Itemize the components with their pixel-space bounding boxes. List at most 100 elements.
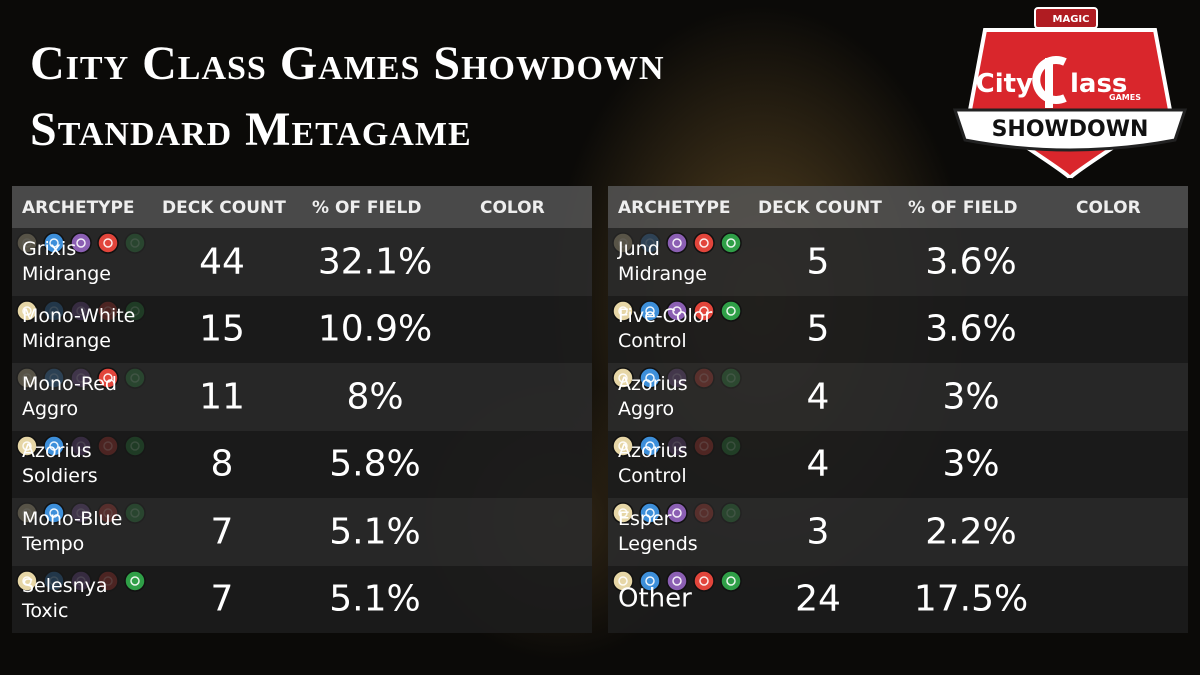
mana-pip — [124, 299, 146, 322]
mana-pip — [16, 367, 38, 389]
table: ARCHETYPE DECK COUNT % OF FIELD COLOR Jund Mi… — [608, 186, 1188, 633]
table-row: Grixis Midrange 44 32.1% — [12, 228, 592, 296]
mana-pip — [16, 569, 38, 592]
field-share: 32.1% — [317, 241, 433, 283]
mana-pip — [639, 367, 661, 389]
mana-pip-symbol — [49, 575, 59, 586]
table-header: ARCHETYPE DECK COUNT % OF FIELD COLOR — [608, 186, 1188, 228]
mana-pip-symbol — [699, 373, 709, 383]
mana-pip-symbol — [130, 575, 140, 586]
column-header: % OF FIELD — [312, 198, 422, 218]
archetype: Azorius Aggro — [618, 372, 688, 422]
mana-pip-symbol — [76, 305, 86, 316]
mana-pip-symbol — [76, 440, 86, 451]
deck-count: 5 — [806, 241, 830, 283]
mana-pip-symbol — [672, 238, 682, 248]
logo-text: GAMES — [1109, 93, 1141, 102]
mana-pip — [693, 299, 715, 322]
mana-pip-symbol — [645, 440, 655, 451]
mana-pip-symbol — [699, 508, 709, 518]
mana-pip — [43, 232, 65, 254]
mana-pip-symbol — [22, 508, 32, 518]
mana-pip-symbol — [103, 373, 113, 383]
archetype-line: Aggro — [22, 397, 79, 420]
mana-pip-symbol — [130, 508, 140, 518]
archetype-line: Azorius — [22, 440, 92, 463]
mana-pip — [720, 434, 742, 457]
mana-pip-symbol — [672, 305, 682, 316]
archetype-line: Aggro — [618, 397, 675, 420]
mana-pip — [720, 299, 742, 322]
mana-pip — [666, 367, 688, 389]
mana-pip — [612, 299, 634, 322]
archetype: Azorius Control — [618, 439, 688, 489]
mana-pip — [70, 232, 92, 254]
mana-pip-symbol — [699, 575, 709, 586]
mana-pip — [97, 434, 119, 457]
mana-pip — [639, 434, 661, 457]
mana-pip-symbol — [76, 508, 86, 518]
table-row: Mono-White Midrange 15 10.9% — [12, 295, 592, 363]
mana-pip-symbol — [726, 305, 736, 316]
mana-pip — [70, 299, 92, 322]
mana-pip — [612, 502, 634, 524]
mana-pip-symbol — [618, 575, 628, 586]
mana-pip-symbol — [103, 238, 113, 248]
mana-pip-symbol — [726, 440, 736, 451]
color-pips — [612, 502, 742, 524]
mana-pip-symbol — [618, 305, 628, 316]
archetype: Mono-Blue Tempo — [22, 507, 122, 557]
mana-pip — [97, 502, 119, 524]
mana-pip-symbol — [726, 373, 736, 383]
mana-pip-symbol — [618, 508, 628, 518]
mana-pip-symbol — [76, 238, 86, 248]
archetype-line: Azorius — [618, 372, 688, 395]
mana-pip — [612, 434, 634, 457]
mana-pip-symbol — [130, 238, 140, 248]
mana-pip — [612, 232, 634, 254]
archetype-line: Legends — [618, 532, 698, 555]
archetype-line: Soldiers — [22, 465, 98, 488]
mana-pip — [70, 569, 92, 592]
archetype-line: Toxic — [22, 600, 69, 623]
archetype-line: Mono-White — [22, 305, 136, 328]
archetype: Grixis Midrange — [22, 237, 111, 287]
table-row: Jund Midrange 5 3.6% — [608, 228, 1188, 296]
field-share: 3.6% — [925, 241, 1017, 283]
mana-pip-symbol — [672, 440, 682, 451]
table-row: Five-Color Control 5 3.6% — [608, 295, 1188, 363]
deck-count: 5 — [806, 308, 830, 350]
table-row: Mono-Blue Tempo 7 5.1% — [12, 498, 592, 566]
field-share: 17.5% — [913, 578, 1029, 620]
mana-pip-symbol — [618, 373, 628, 383]
field-share: 5.1% — [329, 511, 421, 553]
color-pips — [612, 569, 742, 592]
table-row: Mono-Red Aggro 11 8% — [12, 363, 592, 431]
mana-pip — [612, 569, 634, 592]
column-header: % OF FIELD — [908, 198, 1018, 218]
archetype-line: Midrange — [22, 262, 111, 285]
mana-pip — [720, 232, 742, 254]
table-row: Azorius Control 4 3% — [608, 430, 1188, 498]
table-header: ARCHETYPE DECK COUNT % OF FIELD COLOR — [12, 186, 592, 228]
mana-pip-symbol — [130, 373, 140, 383]
archetype: Five-Color Control — [618, 304, 712, 354]
mana-pip-symbol — [618, 238, 628, 248]
table-row: Azorius Soldiers 8 5.8% — [12, 430, 592, 498]
mana-pip — [70, 502, 92, 524]
field-share: 3% — [942, 443, 1000, 485]
mana-pip-symbol — [699, 305, 709, 316]
mana-pip-symbol — [618, 440, 628, 451]
mana-pip — [97, 232, 119, 254]
logo-banner: SHOWDOWN — [992, 117, 1149, 142]
mana-pip-symbol — [76, 575, 86, 586]
table-row: Esper Legends 3 2.2% — [608, 498, 1188, 566]
mana-pip-symbol — [699, 238, 709, 248]
deck-count: 3 — [806, 511, 830, 553]
field-share: 8% — [346, 376, 404, 418]
mana-pip — [666, 232, 688, 254]
mana-pip-symbol — [49, 440, 59, 451]
mana-pip — [666, 569, 688, 592]
mana-pip-symbol — [672, 508, 682, 518]
color-pips — [16, 299, 146, 322]
